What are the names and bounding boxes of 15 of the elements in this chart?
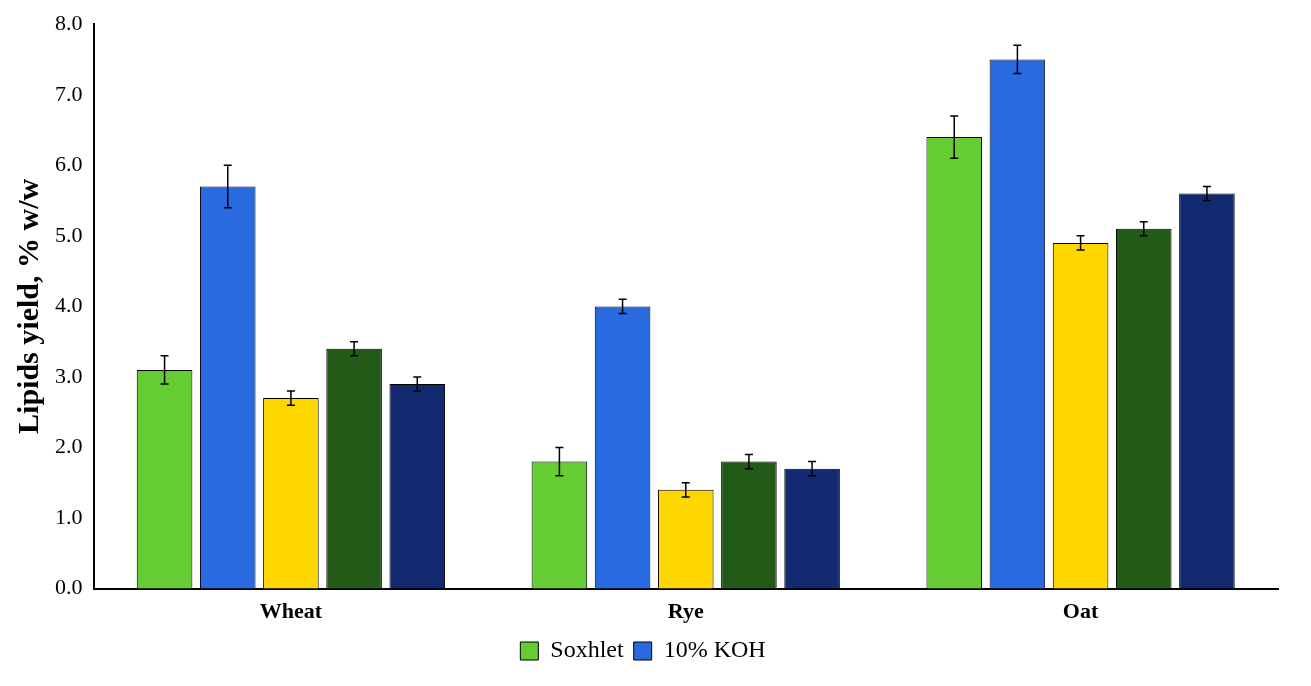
y-axis-title: Lipids yield, % w/w <box>10 178 44 434</box>
y-tick-label: 3.0 <box>55 362 83 388</box>
y-tick-label: 0.0 <box>55 574 83 600</box>
x-tick-label: Rye <box>667 598 704 624</box>
y-tick-label: 2.0 <box>55 433 83 459</box>
x-tick-label: Wheat <box>259 598 323 624</box>
x-tick-label: Oat <box>1062 598 1099 624</box>
y-tick-label: 1.0 <box>55 503 83 529</box>
legend-label: Soxhlet <box>550 636 625 663</box>
legend-label: 10% KOH <box>663 636 766 663</box>
y-tick-label: 6.0 <box>55 151 83 177</box>
y-tick-label: 4.0 <box>55 292 83 318</box>
y-tick-label: 8.0 <box>55 9 83 35</box>
y-tick-label: 5.0 <box>55 221 83 247</box>
y-tick-label: 7.0 <box>55 80 83 106</box>
